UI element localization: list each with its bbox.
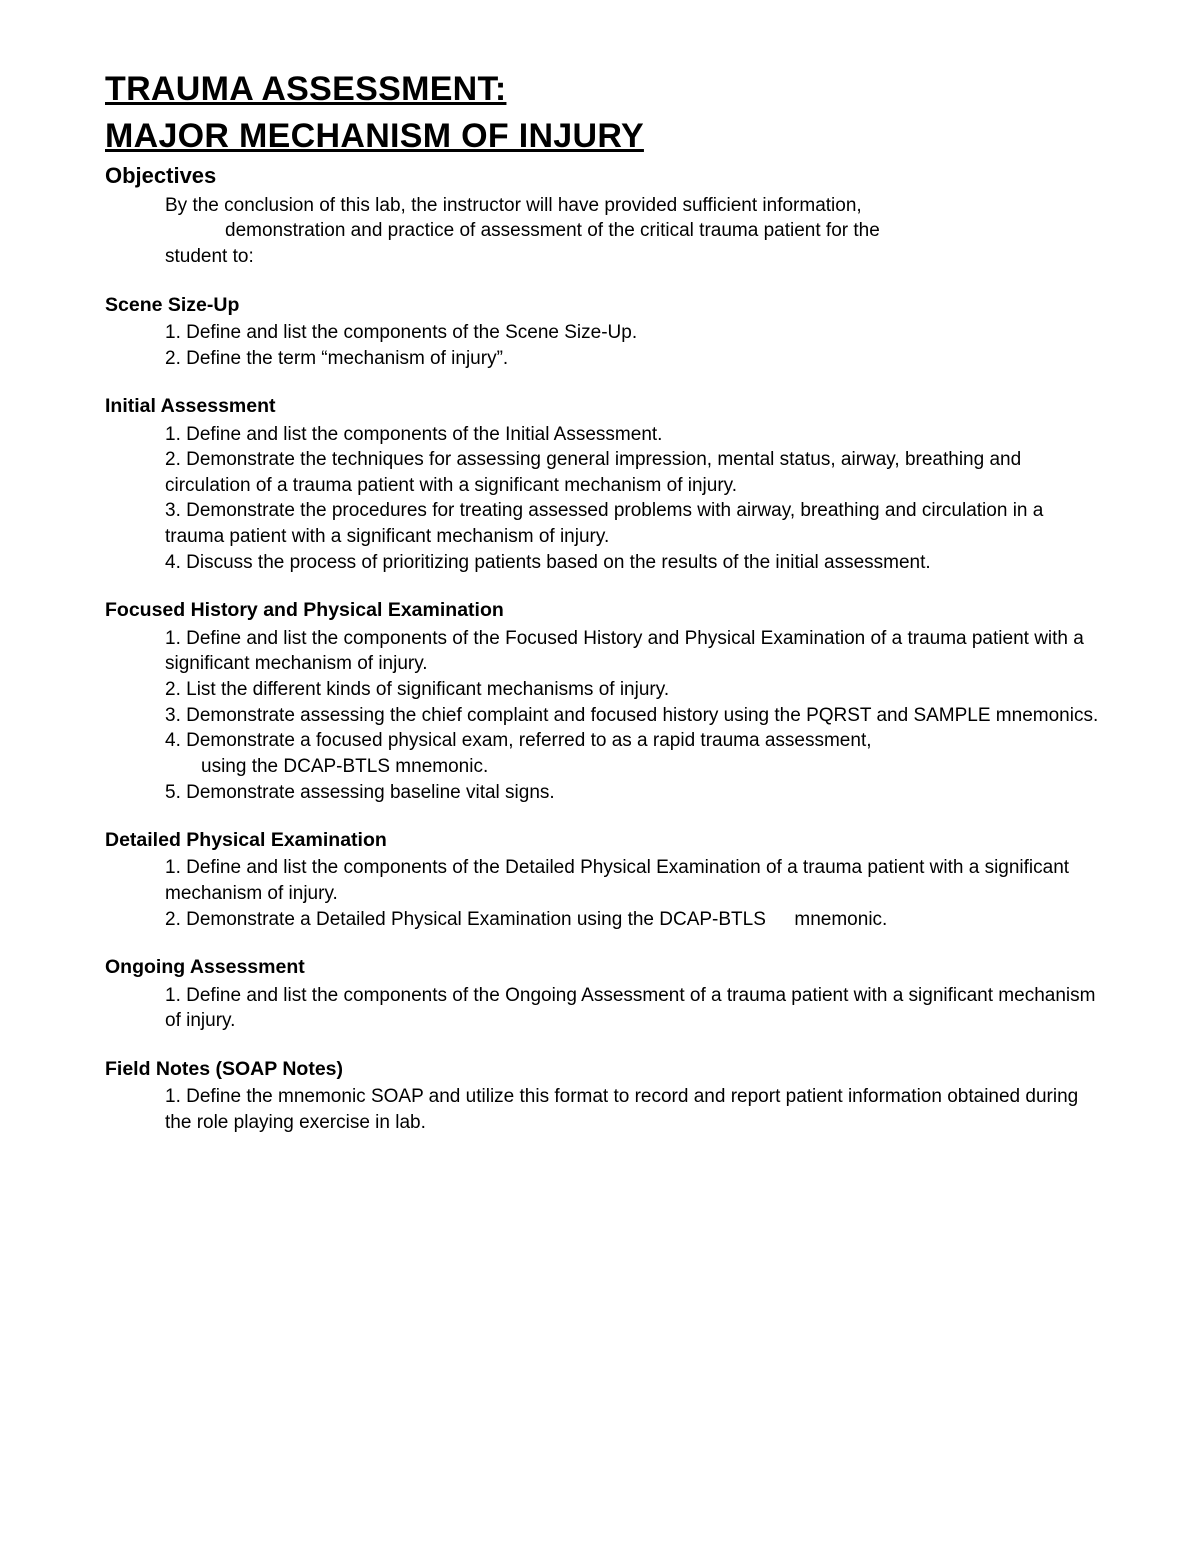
section-heading: Ongoing Assessment: [105, 954, 1100, 980]
section-items: 1. Define the mnemonic SOAP and utilize …: [165, 1084, 1100, 1135]
intro-line: student to:: [165, 244, 1100, 270]
section-items: 1. Define and list the components of the…: [165, 626, 1100, 805]
list-item: 1. Define and list the components of the…: [165, 422, 1100, 448]
list-item: 1. Define the mnemonic SOAP and utilize …: [165, 1084, 1100, 1135]
list-item: 1. Define and list the components of the…: [165, 983, 1100, 1034]
list-item: 2. Demonstrate the techniques for assess…: [165, 447, 1100, 498]
section-heading: Scene Size-Up: [105, 292, 1100, 318]
section-items: 1. Define and list the components of the…: [165, 983, 1100, 1034]
section-heading: Field Notes (SOAP Notes): [105, 1056, 1100, 1082]
intro-line: demonstration and practice of assessment…: [225, 218, 1100, 244]
list-item: 2. Define the term “mechanism of injury”…: [165, 346, 1100, 372]
list-item-continuation: using the DCAP-BTLS mnemonic.: [201, 754, 1100, 780]
list-item: 3. Demonstrate the procedures for treati…: [165, 498, 1100, 549]
list-item: 1. Define and list the components of the…: [165, 855, 1100, 906]
intro-line: By the conclusion of this lab, the instr…: [165, 193, 1100, 219]
section-items: 1. Define and list the components of the…: [165, 320, 1100, 371]
section-items: 1. Define and list the components of the…: [165, 855, 1100, 932]
section-heading: Detailed Physical Examination: [105, 827, 1100, 853]
list-item: 2. Demonstrate a Detailed Physical Exami…: [165, 907, 1100, 933]
intro-paragraph: By the conclusion of this lab, the instr…: [165, 193, 1100, 270]
list-item: 1. Define and list the components of the…: [165, 626, 1100, 677]
document-title-line1: TRAUMA ASSESSMENT:: [105, 68, 1100, 111]
list-item: 4. Discuss the process of prioritizing p…: [165, 550, 1100, 576]
section-heading: Focused History and Physical Examination: [105, 597, 1100, 623]
list-item: 1. Define and list the components of the…: [165, 320, 1100, 346]
section-heading: Initial Assessment: [105, 393, 1100, 419]
section-items: 1. Define and list the components of the…: [165, 422, 1100, 576]
list-item: 2. List the different kinds of significa…: [165, 677, 1100, 703]
document-title-line2: MAJOR MECHANISM OF INJURY: [105, 115, 1100, 158]
list-item: 4. Demonstrate a focused physical exam, …: [165, 728, 1100, 754]
list-item: 5. Demonstrate assessing baseline vital …: [165, 780, 1100, 806]
objectives-heading: Objectives: [105, 161, 1100, 191]
list-item: 3. Demonstrate assessing the chief compl…: [165, 703, 1100, 729]
